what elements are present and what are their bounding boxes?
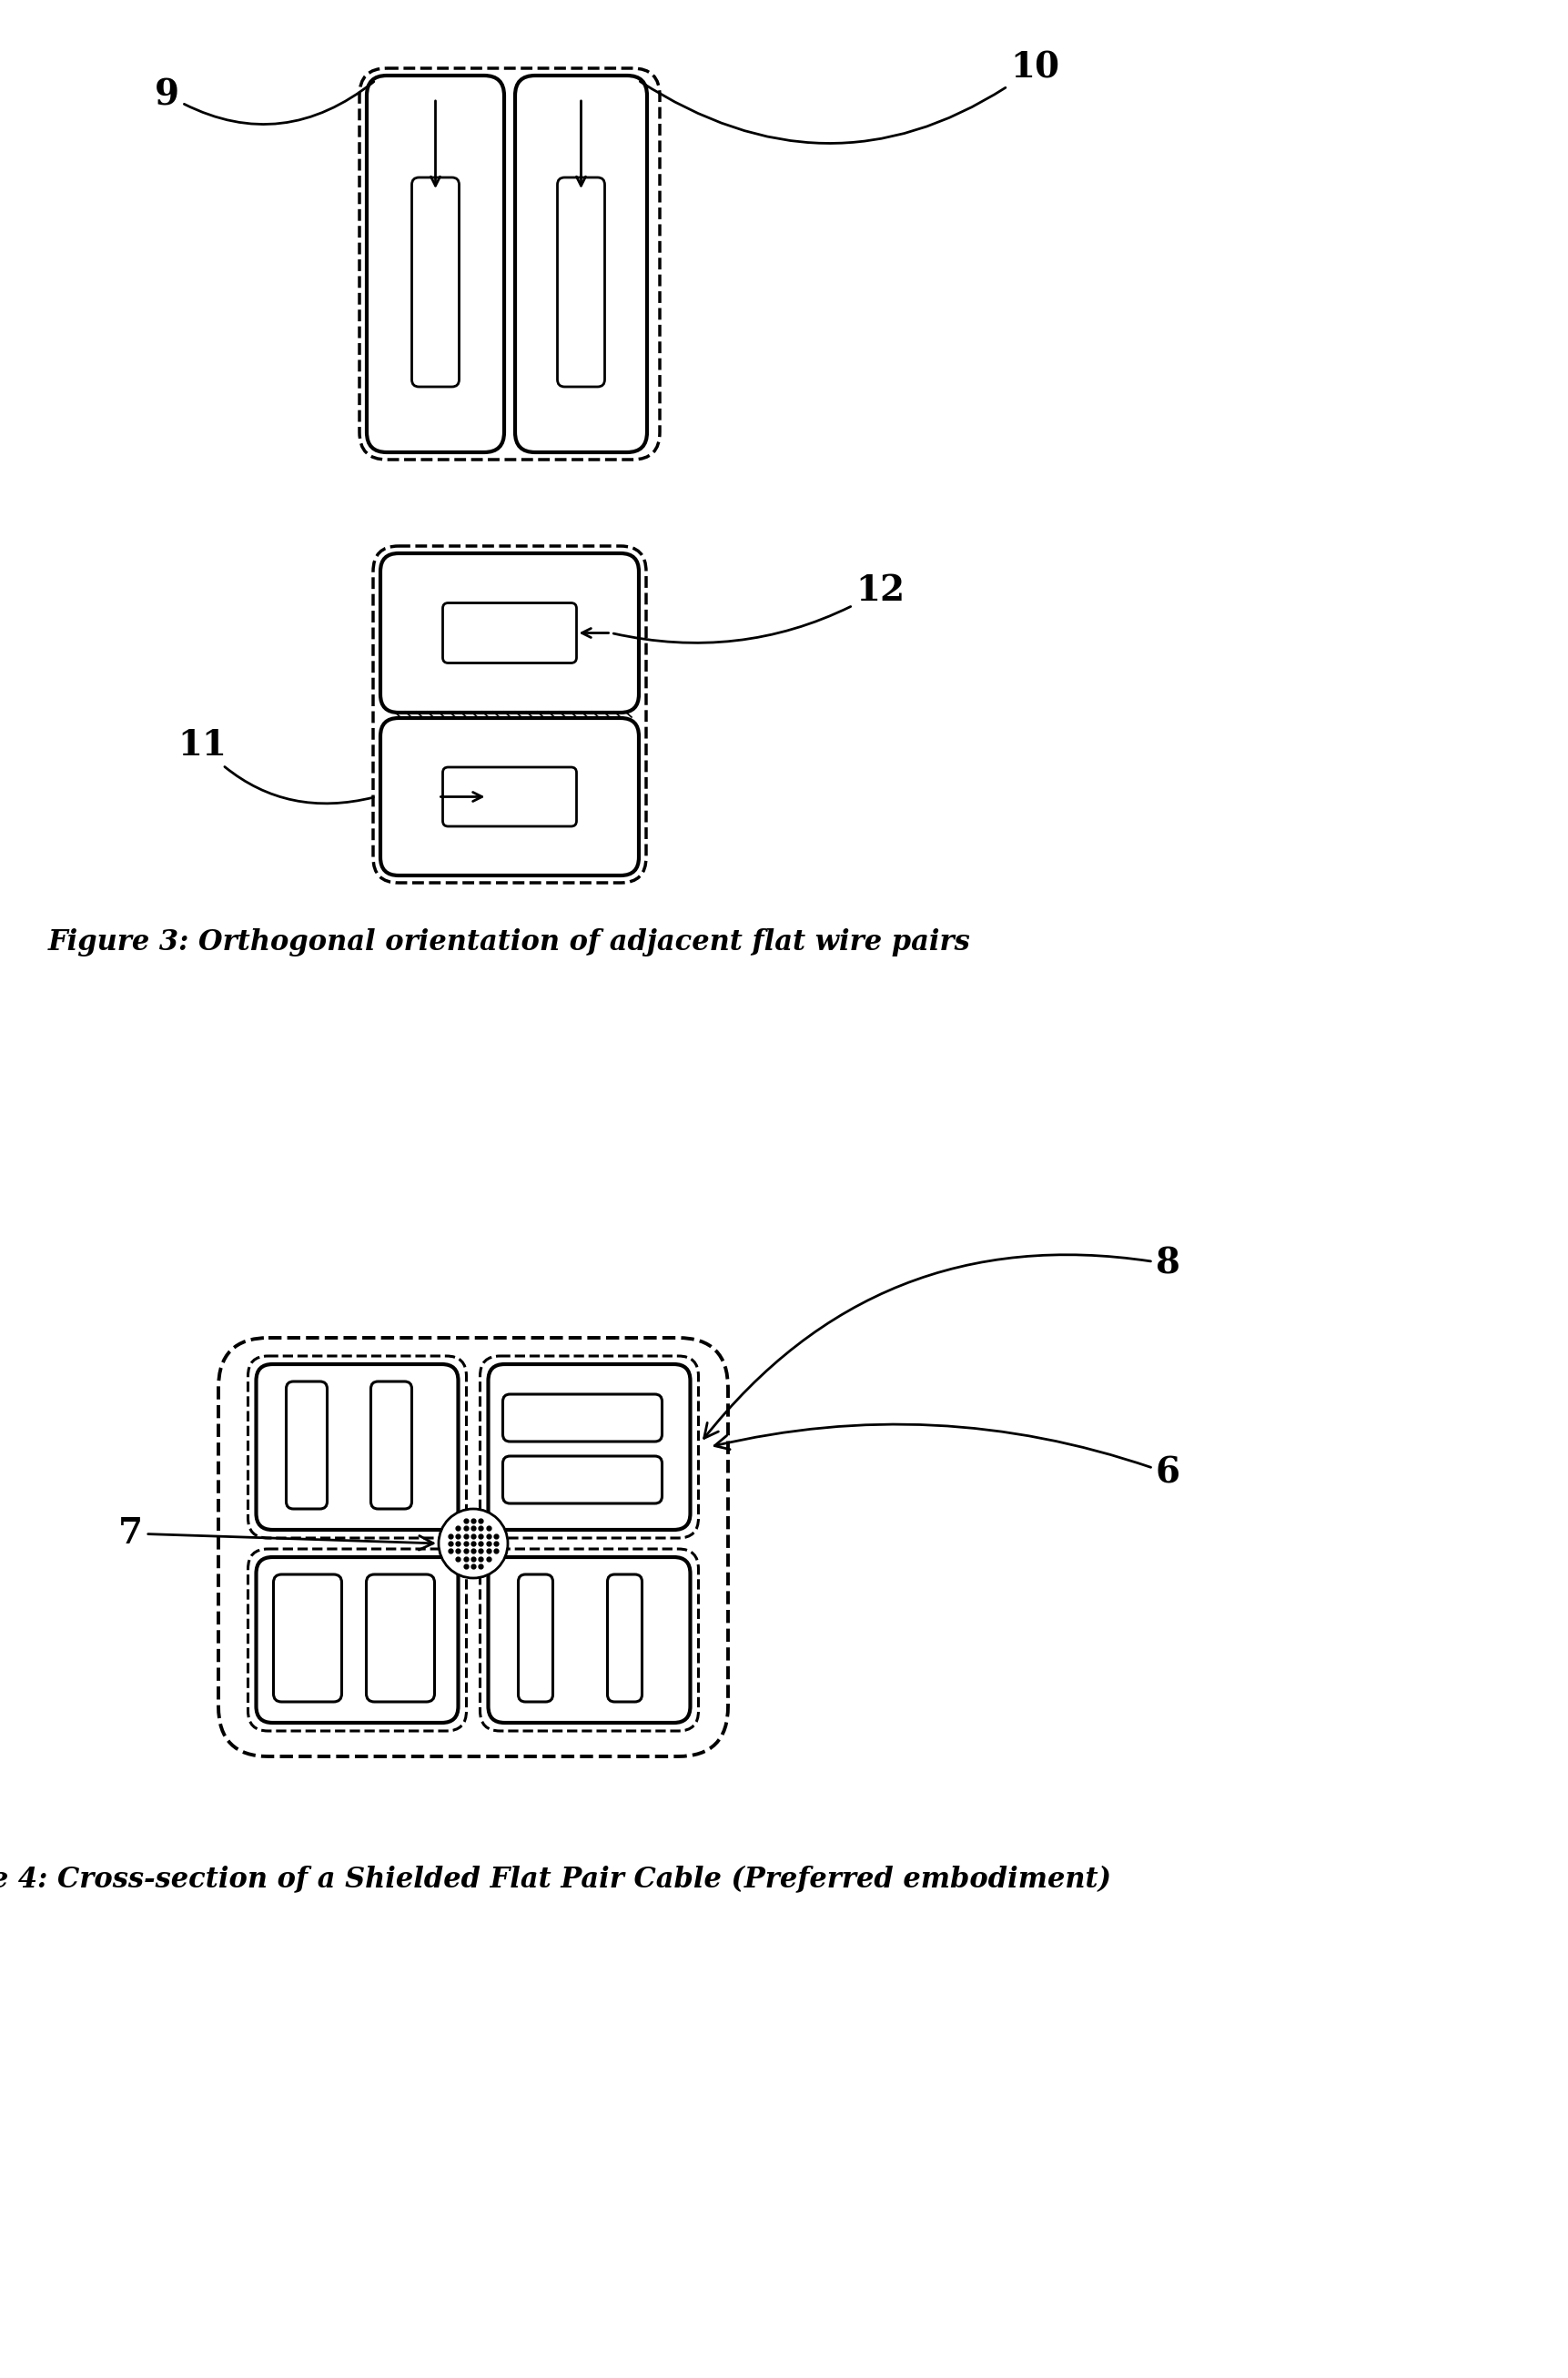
Text: 9: 9 (155, 78, 373, 124)
Text: Figure 3: Orthogonal orientation of adjacent flat wire pairs: Figure 3: Orthogonal orientation of adja… (49, 927, 971, 956)
Text: 11: 11 (177, 728, 373, 804)
Text: 10: 10 (640, 50, 1060, 143)
Text: 7: 7 (118, 1517, 433, 1550)
Text: 12: 12 (613, 573, 905, 642)
Circle shape (439, 1510, 508, 1579)
Text: 8: 8 (704, 1246, 1181, 1439)
Text: 6: 6 (715, 1424, 1181, 1491)
Text: Figure 4: Cross-section of a Shielded Flat Pair Cable (Preferred embodiment): Figure 4: Cross-section of a Shielded Fl… (0, 1867, 1112, 1893)
